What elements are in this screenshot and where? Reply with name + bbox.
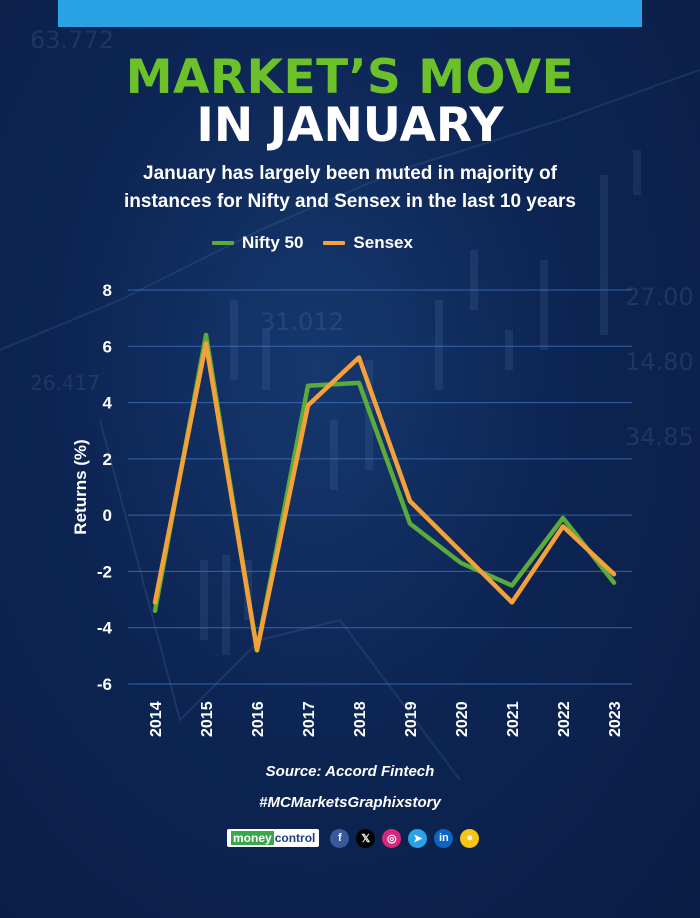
chart-legend: Nifty 50 Sensex (212, 230, 433, 256)
chart-series (152, 332, 617, 653)
legend-label-sensex: Sensex (353, 233, 413, 252)
y-tick-label: -4 (97, 619, 113, 638)
svg-text:63.772: 63.772 (30, 26, 114, 54)
telegram-icon[interactable]: ➤ (408, 828, 428, 848)
svg-text:14.80: 14.80 (625, 348, 694, 376)
legend-item-sensex: Sensex (323, 233, 413, 253)
y-tick-label: -2 (97, 562, 112, 581)
svg-text:31.012: 31.012 (260, 308, 344, 336)
x-tick-label: 2016 (250, 701, 267, 737)
y-axis-label: Returns (%) (71, 439, 90, 534)
y-tick-label: 4 (103, 394, 113, 413)
instagram-icon[interactable]: ◎ (382, 828, 402, 848)
koo-icon[interactable]: ● (460, 828, 480, 848)
series-line-nifty (152, 332, 617, 653)
hashtag: #MCMarketsGraphixstory (259, 794, 441, 811)
y-tick-label: -6 (97, 675, 112, 694)
svg-text:26.417: 26.417 (30, 371, 100, 395)
x-tick-label: 2019 (403, 701, 420, 737)
x-tick-label: 2022 (556, 701, 573, 737)
x-tick-label: 2023 (607, 701, 624, 737)
svg-text:27.00: 27.00 (625, 283, 694, 311)
svg-text:34.85: 34.85 (625, 423, 694, 451)
legend-label-nifty: Nifty 50 (242, 233, 304, 252)
series-line-sensex (152, 341, 617, 653)
x-tick-label: 2020 (454, 701, 471, 737)
subtitle-line1: January has largely been muted in majori… (143, 163, 557, 184)
y-tick-label: 0 (103, 506, 112, 525)
legend-swatch-nifty (212, 241, 234, 245)
brand-row: money control f 𝕏 ◎ ➤ in ● (227, 827, 480, 849)
y-tick-label: 6 (103, 337, 112, 356)
legend-swatch-sensex (323, 241, 346, 245)
legend-item-nifty: Nifty 50 (212, 233, 303, 253)
x-tick-label: 2017 (301, 701, 318, 737)
x-tick-label: 2021 (505, 701, 522, 737)
x-icon[interactable]: 𝕏 (356, 828, 376, 848)
logo-control-text: control (274, 831, 316, 845)
chart-y-ticks: 8 6 4 2 0 -2 -4 -6 (97, 281, 113, 694)
chart-x-ticks: 2014 2015 2016 2017 2018 2019 2020 2021 2022 2023 (148, 701, 624, 737)
subtitle-line2: instances for Nifty and Sensex in the la… (124, 191, 576, 212)
y-tick-label: 8 (103, 281, 112, 300)
source-note: Source: Accord Fintech (265, 763, 435, 780)
page-title-line2: IN JANUARY (196, 98, 504, 153)
x-tick-label: 2015 (199, 701, 216, 737)
logo-money-text: money (231, 831, 274, 845)
social-icons: f 𝕏 ◎ ➤ in ● (323, 828, 480, 848)
page-title-line1: MARKET’S MOVE (125, 50, 575, 105)
subtitle: January has largely been muted in majori… (0, 160, 700, 216)
x-tick-label: 2014 (148, 701, 165, 737)
moneycontrol-logo[interactable]: money control (227, 829, 320, 847)
facebook-icon[interactable]: f (330, 828, 350, 848)
x-tick-label: 2018 (352, 701, 369, 737)
linkedin-icon[interactable]: in (434, 828, 454, 848)
top-accent-bar (58, 0, 642, 27)
chart-gridlines (128, 289, 632, 685)
y-tick-label: 2 (103, 450, 112, 469)
